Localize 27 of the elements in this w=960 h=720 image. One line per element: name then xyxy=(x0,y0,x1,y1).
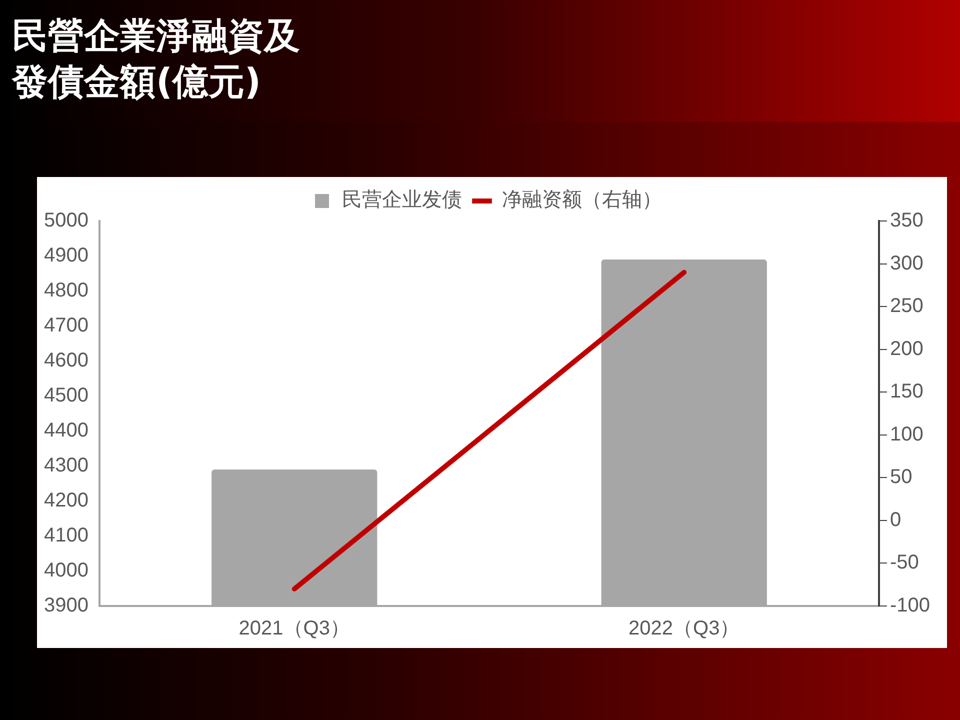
y-tick-label: 4700 xyxy=(44,314,88,337)
y2-tick-label: -100 xyxy=(890,594,930,617)
y2-tick-label: 250 xyxy=(890,295,924,318)
y-tick-label: 4100 xyxy=(44,524,88,547)
y-tick-label: 4800 xyxy=(44,280,88,302)
y-tick-label: 4900 xyxy=(44,244,88,267)
y-tick-label: 4500 xyxy=(44,384,88,407)
y-tick-label: 4200 xyxy=(44,490,88,512)
x-tick-label: 2022（Q3） xyxy=(628,618,740,640)
y2-tick-label: 50 xyxy=(890,466,912,488)
y2-tick-label: 100 xyxy=(890,423,924,446)
y-tick-label: 3900 xyxy=(44,594,88,617)
y-tick-label: 4400 xyxy=(44,420,88,442)
legend-label: 民营企业发债 xyxy=(342,187,462,212)
chart-title: 民營企業淨融資及發債金額(億元) xyxy=(12,15,301,105)
y2-tick-label: 0 xyxy=(890,508,902,531)
legend-label: 净融资额（右轴） xyxy=(502,187,662,212)
y2-tick-label: -50 xyxy=(890,552,919,574)
y-tick-label: 4000 xyxy=(44,560,88,582)
y2-tick-label: 300 xyxy=(890,252,924,274)
y-tick-label: 4600 xyxy=(44,350,88,372)
y-tick-label: 5000 xyxy=(44,210,88,232)
y2-tick-label: 350 xyxy=(890,210,924,232)
x-tick-label: 2021（Q3） xyxy=(238,618,350,640)
y2-tick-label: 200 xyxy=(890,338,924,360)
y2-tick-label: 150 xyxy=(890,380,924,403)
y-tick-label: 4300 xyxy=(44,454,88,477)
